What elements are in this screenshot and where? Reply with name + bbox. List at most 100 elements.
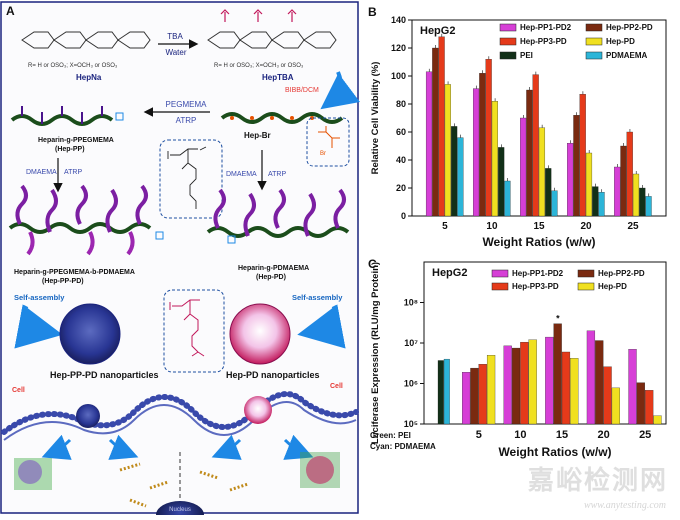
np-left-label: Hep-PP-PD nanoparticles: [50, 370, 159, 380]
bar-hep-pp1-pd2-25: [628, 349, 637, 425]
bar-pei-20: [592, 186, 599, 217]
panel-b-chart: B HepG2 0 20 40 60 80 100 120 140 5 10 15 20 25 Weight…: [362, 0, 680, 250]
y-axis-label: Luciferase Expression (RLU/mg Protein): [370, 262, 381, 444]
bar-pei-25: [639, 187, 646, 217]
y-tick-label-1: 10⁵: [404, 419, 418, 429]
bar-hep-pp2-pd-20: [595, 340, 604, 425]
bar-hep-pp2-pd-20: [573, 115, 580, 217]
y-tick-label-3: 10⁷: [404, 338, 418, 348]
br-initiator-structure: [318, 126, 340, 148]
x-tick-label-20: 20: [580, 221, 592, 232]
tba-cation-icon: [220, 9, 297, 22]
x-tick-label-25: 25: [628, 221, 640, 232]
control-note-green: Green: PEI: [370, 431, 411, 440]
luciferase-chart: C HepG2 10⁵ 10⁶ 10⁷ 10⁸ 5 10 15 * 20 25 Green: PEI C…: [368, 257, 667, 459]
bar-hep-pp3-pd-25: [626, 131, 633, 217]
hep-pp-initiator-marker: [115, 112, 124, 121]
tba-label: TBA: [167, 32, 183, 41]
y-tick-label-7: 120: [391, 43, 406, 53]
chart-title: HepG2: [420, 25, 455, 37]
y-tick-label-6: 100: [391, 71, 406, 81]
x-axis-label: Weight Ratios (w/w): [482, 235, 595, 249]
bar-hep-pp2-pd-5: [432, 47, 439, 217]
y-axis-label: Relative Cell Viability (%): [370, 62, 381, 175]
hep-br-backbone: [220, 112, 344, 124]
x-axis-label: Weight Ratios (w/w): [498, 445, 611, 459]
bar-hep-pp2-pd-5: [470, 367, 479, 425]
bar-hep-pd-15: [538, 127, 546, 217]
legend-c-swatch-2: [577, 269, 595, 278]
bar-pdmaema-20: [598, 192, 605, 217]
hep-pd-marker: [227, 235, 236, 244]
bar-hep-pp2-pd-15: [526, 89, 533, 217]
y-tick-label-2: 20: [396, 183, 406, 193]
y-tick-label-3: 40: [396, 155, 406, 165]
bar-hep-pp1-pd2-25: [614, 166, 621, 217]
y-tick-label-8: 140: [391, 15, 406, 25]
legend-b-swatch-1: [499, 23, 517, 32]
hep-pp-name: Heparin-g-PPEGMEMA: [38, 137, 114, 144]
self-assembly-left: Self-assembly: [14, 293, 65, 302]
bar-pdmaema-10: [504, 180, 511, 217]
bar-hep-pp3-pd-25: [645, 390, 654, 425]
pegmema-structure-inset: [159, 139, 223, 219]
br-initiator-inset: [306, 117, 350, 167]
bar-control-pei: [437, 360, 444, 425]
water-label: Water: [165, 48, 186, 57]
bar-hep-pd-15: [570, 358, 579, 425]
legend-b-label-2: Hep-PP2-PD: [606, 23, 653, 32]
legend-b-label-6: PDMAEMA: [606, 51, 648, 60]
legend-b-swatch-2: [585, 23, 603, 32]
bar-hep-pp3-pd-15: [532, 74, 539, 217]
legend-c-label-1: Hep-PP1-PD2: [512, 269, 564, 278]
legend-c-swatch-3: [491, 282, 509, 291]
x-tick-label-5: 5: [442, 221, 448, 232]
bar-hep-pd-5: [444, 84, 451, 217]
panel-a-letter: A: [6, 4, 15, 18]
bibb-label: BIBB/DCM: [285, 87, 319, 94]
legend-b-swatch-4: [585, 37, 603, 46]
cell-membrane-inner: [3, 401, 357, 441]
cell-label-left: Cell: [12, 387, 25, 394]
scheme-frame: [0, 1, 359, 514]
panel-c-chart: C HepG2 10⁵ 10⁶ 10⁷ 10⁸ 5 10 15 * 20 25 Green: PEI C…: [362, 254, 680, 515]
bar-hep-pp3-pd-20: [579, 94, 586, 217]
bar-pei-5: [451, 126, 458, 217]
legend-c-swatch-4: [577, 282, 595, 291]
bar-hep-pp3-pd-20: [603, 366, 612, 425]
self-assembly-right: Self-assembly: [292, 293, 343, 302]
bar-hep-pp1-pd2-10: [472, 88, 480, 217]
br-atom-label: Br: [320, 151, 326, 157]
hep-pp-abbr: (Hep-PP): [55, 146, 85, 153]
heptba-substituents: R= H or OSO₃; X=OCH₃ or OSO₃: [214, 63, 304, 69]
legend-c-label-4: Hep-PD: [598, 282, 627, 291]
bar-hep-pp2-pd-15: [553, 323, 562, 425]
hep-pd-abbr: (Hep-PD): [256, 274, 286, 281]
bibb-arrow: [320, 71, 360, 110]
watermark-text: 嘉峪检测网: [527, 465, 668, 495]
dmaema-structure: [169, 299, 205, 357]
hep-br-label: Hep-Br: [244, 131, 271, 140]
pegmema-label: PEGMEMA: [166, 100, 208, 109]
legend-c-label-2: Hep-PP2-PD: [598, 269, 645, 278]
hep-pd-nanoparticle: [229, 303, 291, 365]
hep-pp-pd-abbr: (Hep-PP-PD): [42, 278, 84, 285]
y-tick-label-4: 10⁸: [404, 298, 418, 308]
y-tick-label-4: 60: [396, 127, 406, 137]
legend-c-label-3: Hep-PP3-PD: [512, 282, 559, 291]
panel-a-scheme: A R= H or OSO₃; X=OCH₃ or OSO₃ HepNa TBA…: [0, 1, 360, 520]
dmaema-structure-inset: [163, 289, 225, 373]
bar-hep-pd-5: [486, 355, 496, 425]
bar-hep-pp2-pd-10: [479, 73, 486, 217]
bar-hep-pp2-pd-10: [511, 347, 521, 425]
legend-b-swatch-3: [499, 37, 517, 46]
pegmema-structure: [167, 146, 207, 209]
y-tick-label-1: 0: [401, 211, 406, 221]
hep-pp-pd-name: Heparin-g-PPEGMEMA-b-PDMAEMA: [14, 269, 135, 276]
release-arrows: [41, 434, 314, 460]
bar-hep-pp3-pd-5: [438, 36, 445, 217]
bar-hep-pp1-pd2-20: [586, 330, 596, 425]
hep-pd-name: Heparin-g-PDMAEMA: [238, 265, 309, 272]
hep-pp-pd-backbone: [8, 222, 152, 234]
panel-c-letter: C: [368, 257, 377, 271]
